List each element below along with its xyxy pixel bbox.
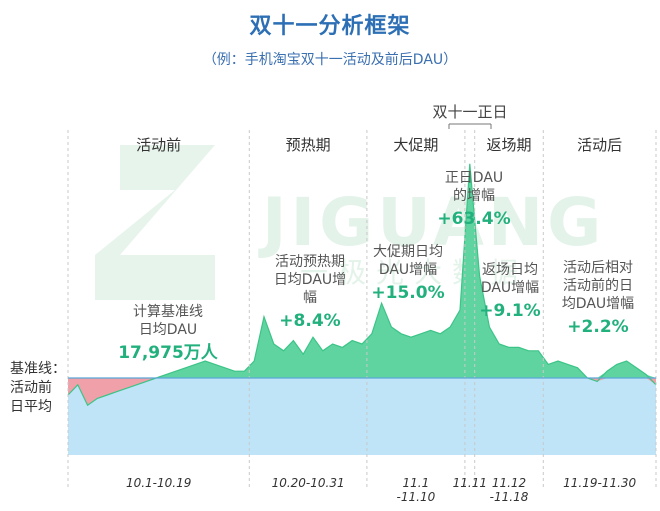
- annotation-label: 日均DAU增: [274, 272, 346, 288]
- annotation-label: 计算基准线: [133, 303, 203, 320]
- peak-label: 双十一正日: [432, 103, 507, 121]
- phase-dividers: [67, 130, 657, 490]
- phase-range: -11.18: [490, 490, 529, 504]
- annotation-label: DAU增幅: [481, 280, 539, 296]
- annotation-label: 正日DAU: [445, 170, 503, 186]
- baseline-label: 基准线： 活动前 日平均: [10, 360, 66, 415]
- annotation-label: 的增幅: [453, 188, 495, 204]
- phase-name: 活动后: [577, 136, 622, 154]
- baseline-label-line: 日平均: [10, 399, 52, 415]
- annotation-value: +9.1%: [479, 301, 540, 321]
- chart-subtitle: （例：手机淘宝双十一活动及前后DAU）: [202, 52, 458, 68]
- baseline-label-line: 基准线：: [10, 360, 66, 377]
- watermark-logo: JIGUANG 一极光大数据: [95, 145, 605, 300]
- phase-range: 11.12: [492, 476, 526, 490]
- phase-name: 活动前: [136, 136, 181, 154]
- annotation-label: 幅: [303, 290, 317, 306]
- chart-areas: [67, 163, 657, 455]
- annotation-value: +63.4%: [437, 209, 510, 229]
- annotation-label: DAU增幅: [379, 262, 437, 278]
- peak-callout: 双十一正日: [432, 103, 508, 129]
- annotation-label: 均DAU增幅: [562, 296, 634, 312]
- annotation-value: +2.2%: [567, 317, 628, 337]
- annotation-label: 活动后相对: [563, 260, 633, 276]
- baseline-label-line: 活动前: [10, 379, 52, 396]
- phase-range: 10.1-10.19: [126, 476, 191, 490]
- annotation-label: 活动前的日: [563, 277, 633, 294]
- watermark-logo-icon: [95, 145, 215, 300]
- annotation-label: 大促期日均: [373, 244, 443, 260]
- phase-range: -11.10: [397, 490, 436, 504]
- watermark-cn: 一极光大数据: [300, 256, 528, 289]
- phase-range: 11.11: [453, 476, 487, 490]
- annotation-label: 活动预热期: [275, 254, 345, 270]
- watermark-brand: JIGUANG: [258, 184, 605, 261]
- phase-ranges: 10.1-10.19 10.20-10.31 11.1-11.10 11.11 11.1…: [126, 476, 637, 504]
- phase-range: 10.20-10.31: [272, 476, 345, 490]
- phase-range: 11.19-11.30: [563, 476, 636, 490]
- annotation-value: +8.4%: [279, 311, 340, 331]
- phase-names: 活动前 预热期 大促期 返场期 活动后: [136, 136, 622, 154]
- chart-title: 双十一分析框架: [249, 14, 411, 39]
- below-baseline-area: [68, 378, 656, 455]
- annotation-value: +15.0%: [371, 283, 444, 303]
- phase-range: 11.1: [403, 476, 430, 490]
- dau-series-line: [67, 163, 657, 407]
- annotation-label: 日均DAU: [139, 322, 197, 338]
- phase-name: 预热期: [286, 136, 331, 154]
- annotation-value: 17,975万人: [118, 343, 219, 363]
- annotation-label: 返场日均: [482, 262, 538, 278]
- phase-name: 大促期: [393, 136, 438, 154]
- phase-name: 返场期: [486, 136, 531, 154]
